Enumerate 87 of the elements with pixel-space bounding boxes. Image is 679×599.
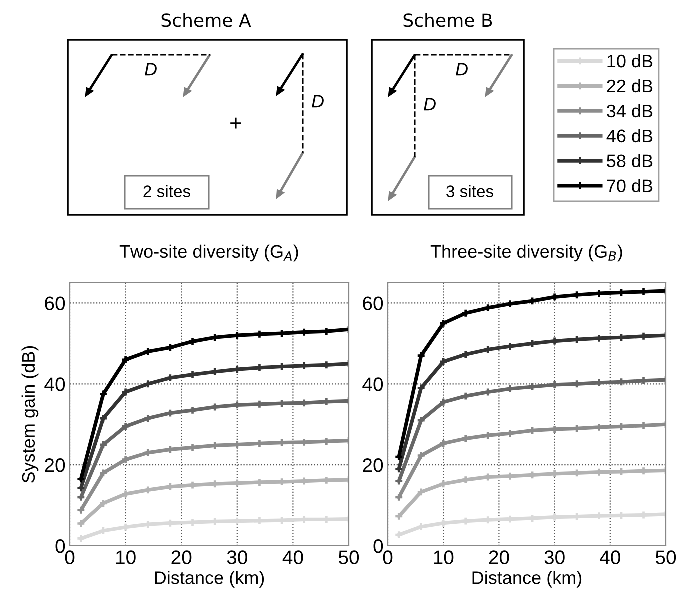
point — [396, 512, 403, 520]
text: Scheme B — [404, 13, 492, 28]
point — [122, 423, 130, 430]
chart-title: Two-site diversity (G$_{A}$) — [120, 244, 298, 262]
point — [440, 358, 448, 366]
point — [189, 338, 196, 346]
line-series — [396, 288, 666, 460]
y-tick-label: 60 — [45, 296, 66, 310]
point — [100, 470, 107, 477]
point — [212, 368, 219, 376]
point — [396, 494, 403, 501]
point — [418, 452, 425, 460]
point — [506, 300, 514, 308]
x-tick-label: 50 — [338, 550, 360, 564]
x-tick-label: 0 — [383, 550, 393, 564]
x-tick-label: 0 — [65, 550, 75, 564]
text: D — [424, 98, 436, 111]
legend-label: 22 dB — [607, 79, 653, 93]
point — [78, 484, 85, 492]
point — [144, 380, 152, 388]
point — [100, 390, 107, 398]
point — [484, 304, 492, 312]
point — [78, 494, 85, 501]
y-tick-label: 20 — [45, 458, 66, 472]
x-tick-label: 10 — [116, 550, 136, 564]
point — [418, 488, 425, 496]
legend-label: 70 dB — [607, 179, 653, 192]
point — [100, 500, 107, 507]
text: 3 sites — [446, 185, 494, 198]
point — [396, 478, 403, 485]
point — [396, 466, 403, 473]
text: + — [230, 118, 242, 129]
x-axis-title: Distance (km) — [472, 571, 582, 588]
point — [144, 449, 152, 456]
y-tick-label: 20 — [363, 458, 384, 472]
point — [100, 441, 107, 448]
y-tick-label: 0 — [374, 539, 384, 554]
y-tick-label: 40 — [362, 378, 384, 392]
point — [418, 352, 425, 360]
point — [78, 535, 85, 542]
point — [78, 476, 85, 483]
chart-title: Three-site diversity (G$_{B}$) — [430, 244, 622, 262]
point — [462, 310, 470, 317]
text: D — [456, 63, 468, 76]
x-tick-label: 40 — [600, 550, 620, 564]
x-tick-label: 20 — [489, 550, 510, 564]
y-tick-label: 40 — [44, 378, 66, 392]
text: D — [145, 63, 157, 76]
legend-label: 10 dB — [608, 54, 653, 68]
point — [122, 456, 130, 464]
y-axis-title: System gain (dB) — [22, 346, 39, 483]
text: 2 sites — [144, 185, 190, 198]
line-series — [396, 510, 666, 539]
x-tick-label: 30 — [544, 550, 565, 564]
x-tick-label: 50 — [656, 550, 676, 564]
legend-label: 46 dB — [606, 129, 653, 143]
y-tick-label: 0 — [56, 539, 66, 554]
point — [440, 398, 448, 406]
x-axis-title: Distance (km) — [155, 571, 264, 588]
point — [418, 384, 425, 392]
text: D — [312, 95, 324, 108]
x-tick-label: 30 — [227, 550, 248, 564]
point — [144, 415, 152, 422]
legend-label: 34 dB — [607, 104, 653, 118]
point — [166, 344, 174, 352]
text: Scheme A — [162, 13, 252, 28]
point — [396, 454, 403, 460]
legend-label: 58 dB — [607, 154, 653, 168]
point — [100, 415, 107, 422]
point — [506, 343, 514, 350]
point — [166, 374, 174, 382]
x-tick-label: 10 — [434, 550, 454, 564]
point — [462, 351, 470, 358]
point — [144, 348, 152, 356]
point — [78, 520, 85, 528]
point — [122, 388, 130, 396]
point — [396, 532, 403, 539]
y-tick-label: 60 — [363, 296, 384, 310]
point — [78, 506, 85, 514]
point — [440, 320, 448, 327]
x-tick-label: 20 — [172, 550, 192, 564]
line-series — [78, 398, 349, 501]
point — [122, 356, 130, 364]
point — [418, 417, 425, 424]
point — [440, 440, 448, 448]
point — [440, 480, 448, 488]
x-tick-label: 40 — [282, 550, 304, 564]
